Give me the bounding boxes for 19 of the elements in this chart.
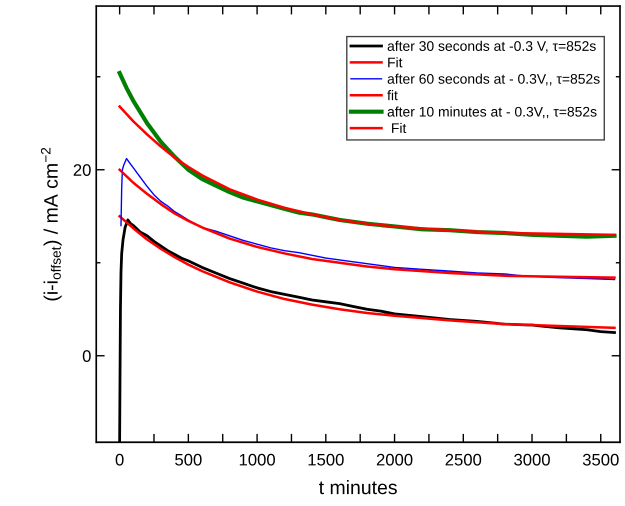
legend-label: after 60 seconds at - 0.3V,, τ=852s: [388, 74, 600, 86]
legend-label: Fit: [388, 57, 402, 68]
x-tick-label: 2000: [376, 454, 412, 466]
x-axis-title: t minutes: [318, 480, 397, 494]
legend-label: fit: [387, 90, 398, 100]
line-series: [118, 215, 616, 330]
y-tick-label: 20: [74, 164, 91, 176]
x-tick-label: 3500: [582, 454, 619, 466]
x-tick-label: 0: [116, 454, 124, 466]
legend-label: after 10 minutes at - 0.3V,, τ=852s: [388, 106, 597, 118]
x-tick-label: 1000: [240, 454, 275, 466]
x-tick-label: 500: [175, 454, 202, 466]
legend-label: Fit: [392, 122, 406, 134]
x-tick-label: 2500: [446, 454, 482, 466]
x-tick-label: 1500: [308, 454, 344, 466]
x-tick-label: 3000: [514, 454, 550, 466]
legend-label: after 30 seconds at -0.3 V, τ=852s: [388, 40, 596, 53]
line-series: [118, 105, 616, 236]
y-axis-title: (i-i$_{offset}$) / mA cm$^{−2}$: [40, 148, 62, 300]
